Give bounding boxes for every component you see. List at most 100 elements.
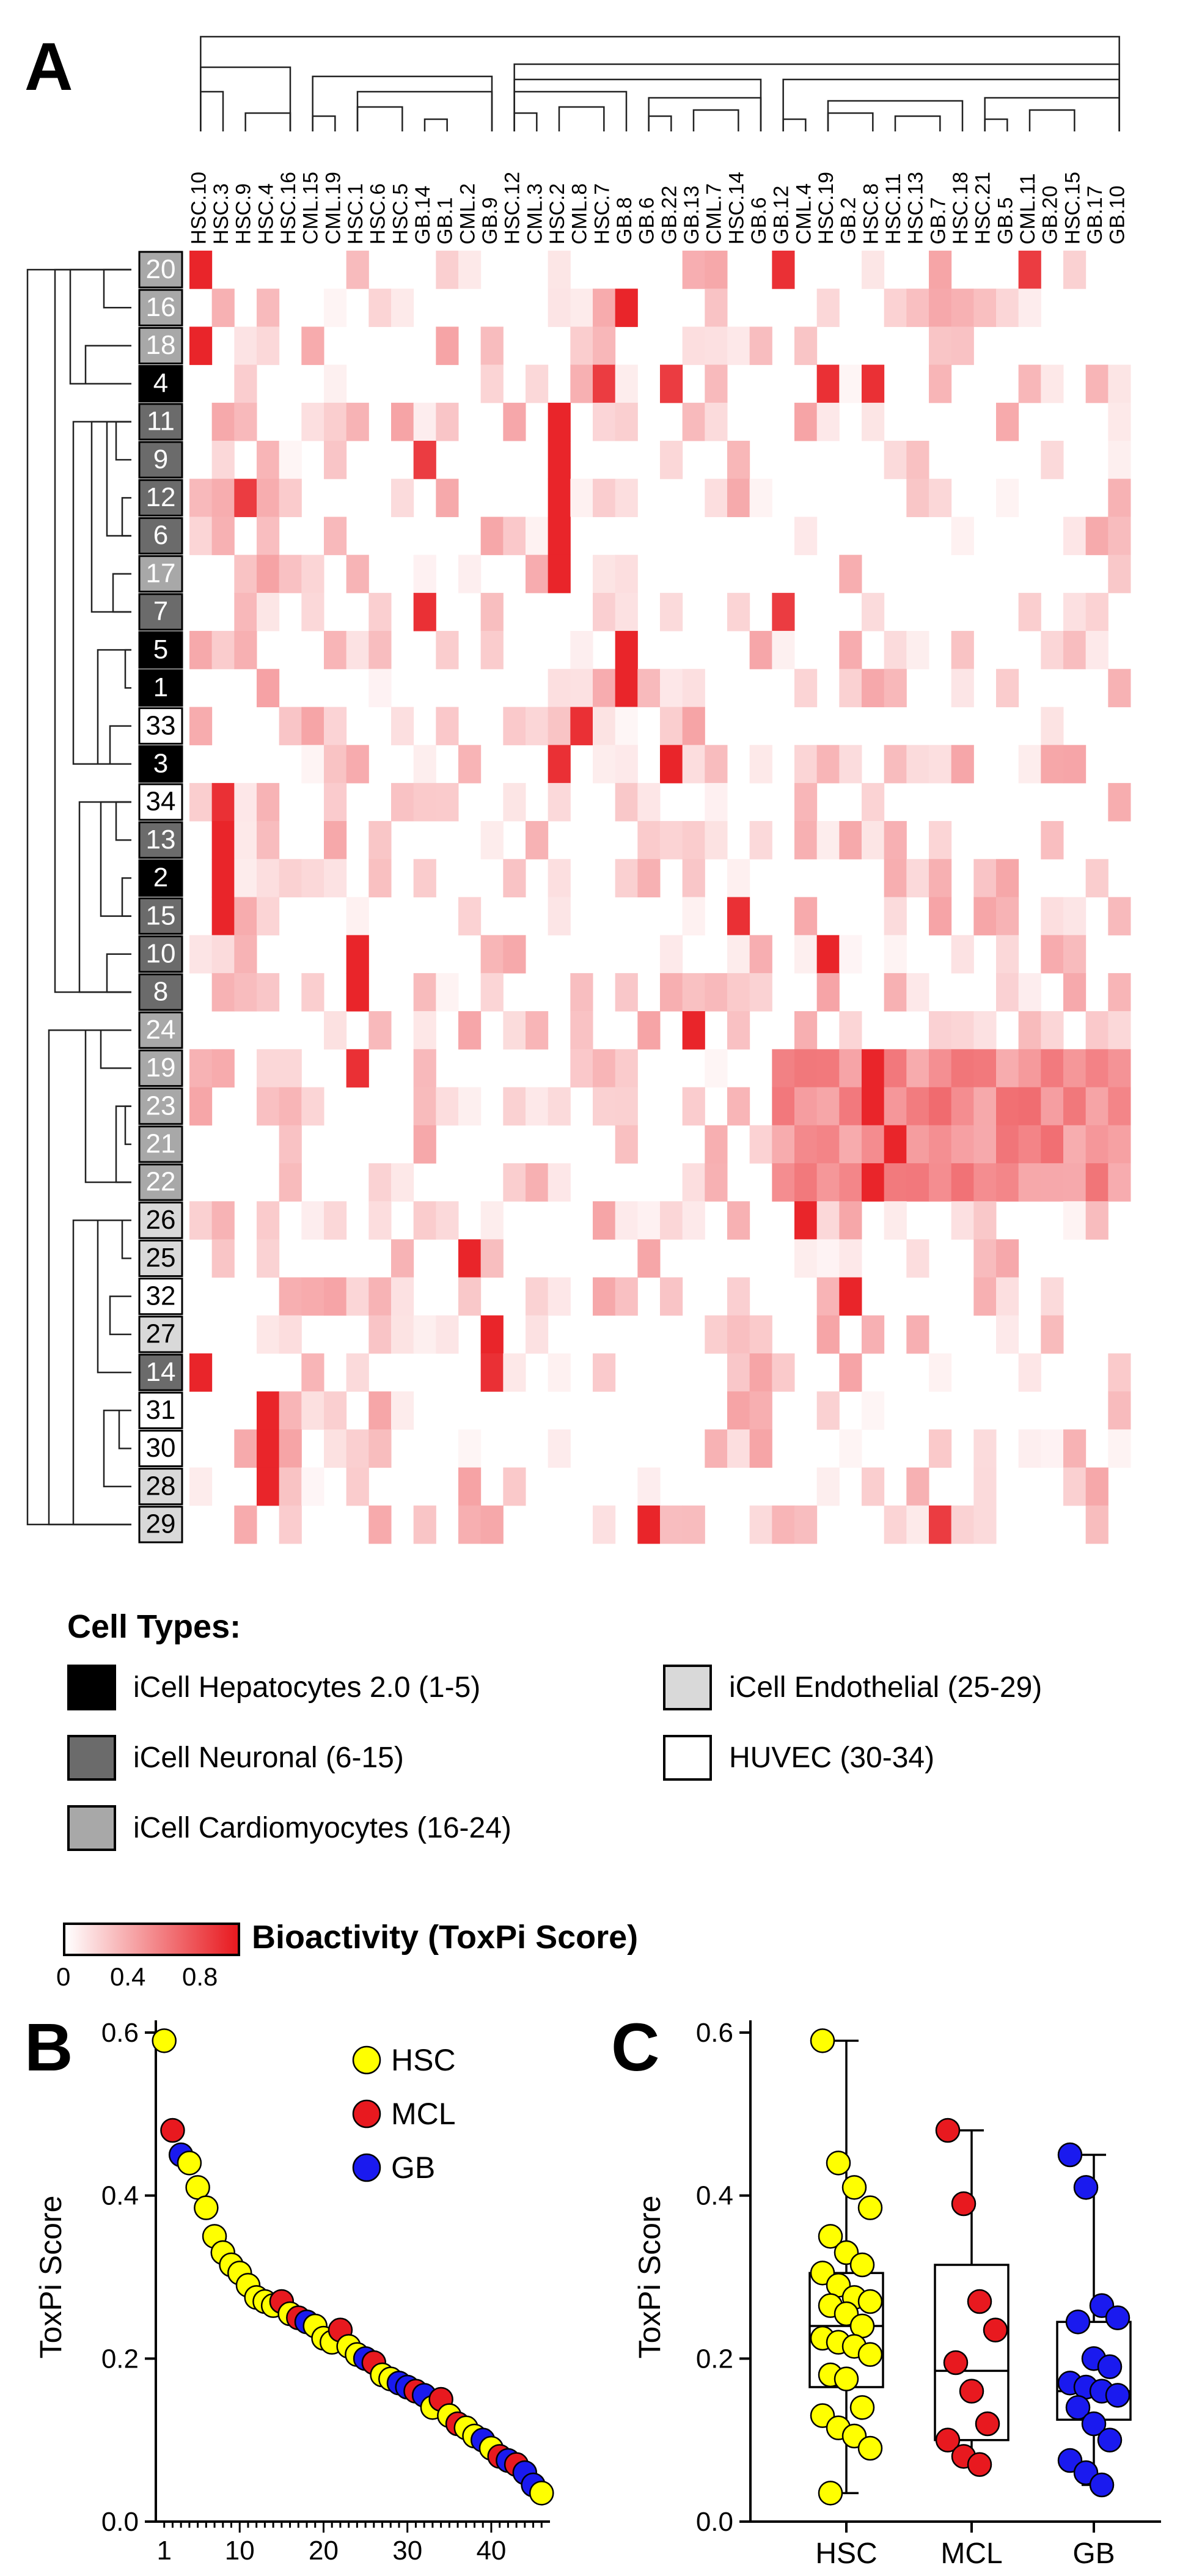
heatmap-cell [458,1505,482,1544]
column-label: HSC.16 [277,172,300,245]
heatmap-cell [929,479,952,517]
heatmap-cell [1108,669,1131,707]
heatmap-cell [749,821,772,859]
legend-item-huvec: HUVEC (30-34) [663,1733,934,1782]
column-label: HSC.19 [815,172,838,245]
column-label: CML.8 [568,183,592,245]
box-point-gb [1081,2346,1107,2371]
heatmap-cell [368,1163,392,1202]
heatmap-cell [593,669,616,707]
heatmap-cell [1041,1049,1064,1088]
heatmap-cell [862,1087,885,1126]
heatmap-cell [1063,973,1087,1012]
heatmap-cell [1108,479,1131,517]
heatmap-cell [906,289,929,327]
row-label: 7 [153,597,168,627]
heatmap-cell [1108,897,1131,936]
row-type-box [138,821,183,859]
row-label: 16 [146,292,176,322]
heatmap-cell [368,289,392,327]
column-dendrogram-branch [1028,109,1076,131]
heatmap-cell [391,782,414,822]
heatmap-cell [884,973,907,1012]
scatter-point-hsc [185,2175,210,2200]
heatmap-cell [727,1353,750,1392]
heatmap-cell [1108,1391,1131,1430]
heatmap-cell [1018,1353,1041,1392]
heatmap-cell [615,631,638,669]
row-label: 21 [146,1129,176,1159]
row-label: 1 [153,672,168,702]
heatmap-cell [211,973,235,1012]
heatmap-cell [772,1505,795,1544]
box-point-hsc [810,2403,835,2428]
scatter-point-mcl [160,2118,185,2143]
row-label: 10 [146,938,176,968]
heatmap-cell [996,402,1019,441]
heatmap-cell [324,782,347,822]
y-tick-label: 0.4 [696,2181,733,2211]
row-label: 15 [146,900,176,930]
row-dendrogram-branch [112,573,131,613]
heatmap-cell [503,782,526,822]
heatmap-cell [1041,1087,1064,1126]
heatmap-cell [279,859,302,897]
heatmap-cell [413,1011,436,1050]
heatmap-cell [189,1353,213,1392]
heatmap-cell [906,1125,929,1164]
heatmap-cell [1041,1429,1064,1468]
heatmap-cell [391,707,414,746]
row-label: 2 [153,863,168,892]
heatmap-panel: HSC.10HSC.3HSC.9HSC.4HSC.16CML.15CML.19H… [26,35,1131,1544]
heatmap-cell [436,479,459,517]
row-label: 23 [146,1091,176,1121]
heatmap-cell [436,251,459,289]
heatmap-cell [1063,1201,1087,1240]
heatmap-cell [211,517,235,556]
scatter-point-hsc [252,2289,277,2314]
heatmap-cell [772,1125,795,1164]
heatmap-cell [279,1163,302,1202]
column-label: GB.6 [636,197,659,245]
heatmap-cell [996,1277,1019,1316]
heatmap-cell [660,745,683,784]
heatmap-cell [1063,517,1087,556]
heatmap-cell [884,1049,907,1088]
heatmap-cell [346,973,369,1012]
column-label: CML.11 [1016,173,1039,245]
row-label: 18 [146,330,176,360]
row-type-box [138,1011,183,1049]
heatmap-cell [1018,1011,1041,1050]
column-dendrogram-branch [312,75,493,131]
heatmap-cell [503,935,526,974]
heatmap-cell [660,592,683,631]
heatmap-cell [234,821,257,859]
heatmap-cell [301,745,324,784]
heatmap-cell [682,1505,705,1544]
heatmap-cell [1018,1087,1041,1126]
heatmap-cell [682,1011,705,1050]
heatmap-cell [234,402,257,441]
heatmap-cell [1041,364,1064,403]
heatmap-cell [1063,897,1087,936]
scatter-point-hsc [311,2325,336,2351]
column-dendrogram-branch [827,112,874,131]
heatmap-cell [862,821,885,859]
legend-label: HUVEC (30-34) [729,1741,935,1774]
scatter-point-mcl [361,2350,387,2375]
column-label: HSC.6 [367,183,390,245]
heatmap-cell [951,935,974,974]
legend-item-hepatocytes: iCell Hepatocytes 2.0 (1-5) [67,1663,480,1712]
column-dendrogram-branch [356,106,403,131]
box-point-gb [1065,2309,1091,2335]
heatmap-cell [480,1201,504,1240]
heatmap-cell [368,1277,392,1316]
scatter-point-hsc [277,2301,302,2327]
heatmap-cell [301,859,324,897]
heatmap-cell [705,1163,728,1202]
heatmap-cell [503,1087,526,1126]
column-dendrogram-branch [244,112,291,131]
row-label: 24 [146,1015,176,1045]
heatmap-cell [234,859,257,897]
heatmap-cell [727,897,750,936]
